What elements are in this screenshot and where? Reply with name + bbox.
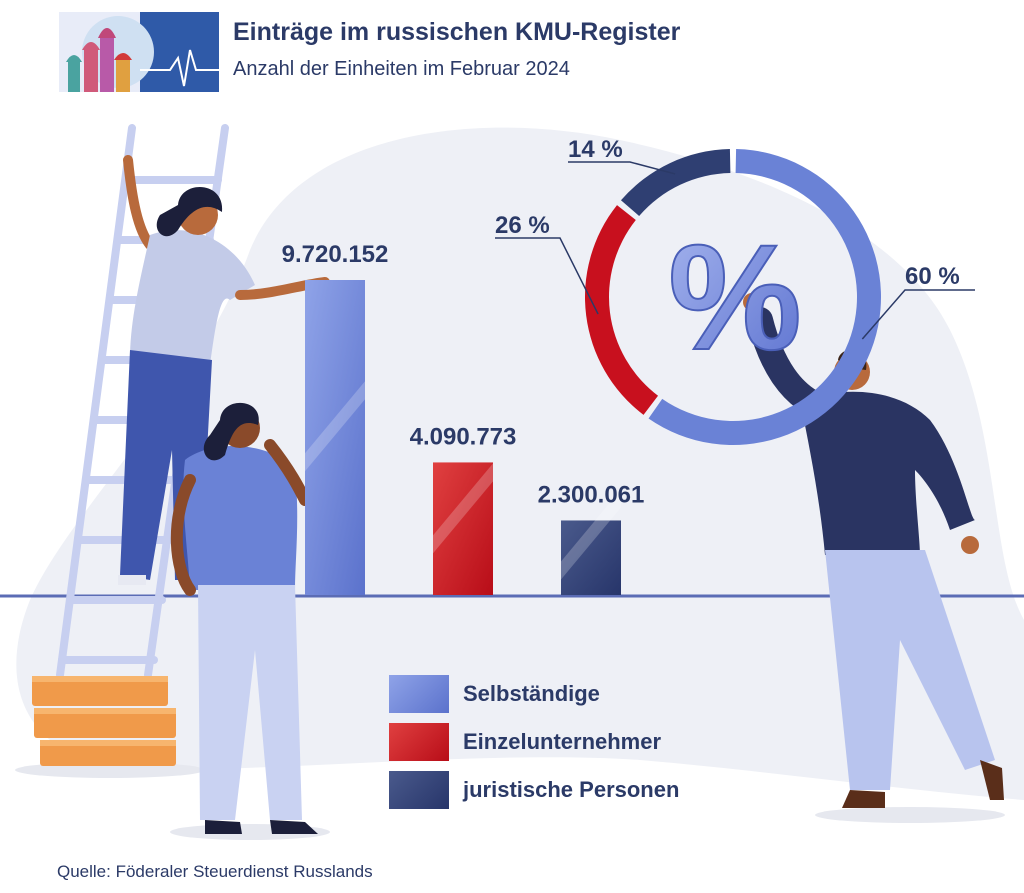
chart-title: Einträge im russischen KMU-Register	[233, 18, 681, 46]
donut-leader-line-juristische-personen	[568, 161, 676, 175]
woman-thinking-illustration	[170, 402, 330, 840]
legend-label-juristische-personen: juristische Personen	[463, 777, 680, 802]
bar-einzelunternehmer	[433, 462, 493, 595]
legend-label-selbstaendige: Selbständige	[463, 681, 600, 706]
donut-center-percent-icon: %	[668, 213, 801, 381]
bar-value-label-selbstaendige: 9.720.152	[282, 241, 389, 268]
legend-item-selbstaendige: Selbständige	[389, 674, 600, 714]
donut-slice-einzelunternehmer	[584, 205, 659, 415]
legend-swatch-juristische-personen	[389, 771, 449, 809]
chart-subtitle: Anzahl der Einheiten im Februar 2024	[233, 58, 570, 80]
bar-chart: 9.720.152 4.090.773 2.300.061	[282, 241, 645, 595]
legend-swatch-selbstaendige	[389, 675, 449, 713]
legend-label-einzelunternehmer: Einzelunternehmer	[463, 729, 662, 754]
donut-value-label-juristische-personen: 14 %	[568, 136, 623, 163]
legend-item-einzelunternehmer: Einzelunternehmer	[389, 722, 661, 762]
coin-stack-illustration	[15, 676, 205, 778]
bar-value-label-einzelunternehmer: 4.090.773	[410, 423, 517, 450]
donut-leader-line-selbstaendige	[861, 289, 975, 340]
bar-selbstaendige	[305, 280, 365, 595]
donut-slice-juristische-personen	[620, 149, 731, 216]
donut-value-label-selbstaendige: 60 %	[905, 263, 960, 290]
legend-swatch-einzelunternehmer	[389, 723, 449, 761]
bar-highlight-einzelunternehmer	[433, 463, 493, 554]
donut-value-label-einzelunternehmer: 26 %	[495, 212, 550, 239]
bar-highlight-juristische-personen	[561, 489, 621, 580]
bar-highlight-selbstaendige	[305, 381, 365, 472]
donut-chart: 60 % 26 % 14 %%	[495, 136, 975, 445]
source-note: Quelle: Föderaler Steuerdienst Russlands	[57, 862, 373, 881]
logo-kremlin-heartbeat	[59, 12, 219, 92]
man-pointing-illustration	[743, 293, 1005, 823]
donut-slice-selbstaendige	[648, 149, 881, 445]
legend-item-juristische-personen: juristische Personen	[389, 770, 679, 810]
bar-value-label-juristische-personen: 2.300.061	[538, 481, 645, 508]
bar-juristische-personen	[561, 520, 621, 595]
donut-leader-line-einzelunternehmer	[495, 237, 599, 315]
